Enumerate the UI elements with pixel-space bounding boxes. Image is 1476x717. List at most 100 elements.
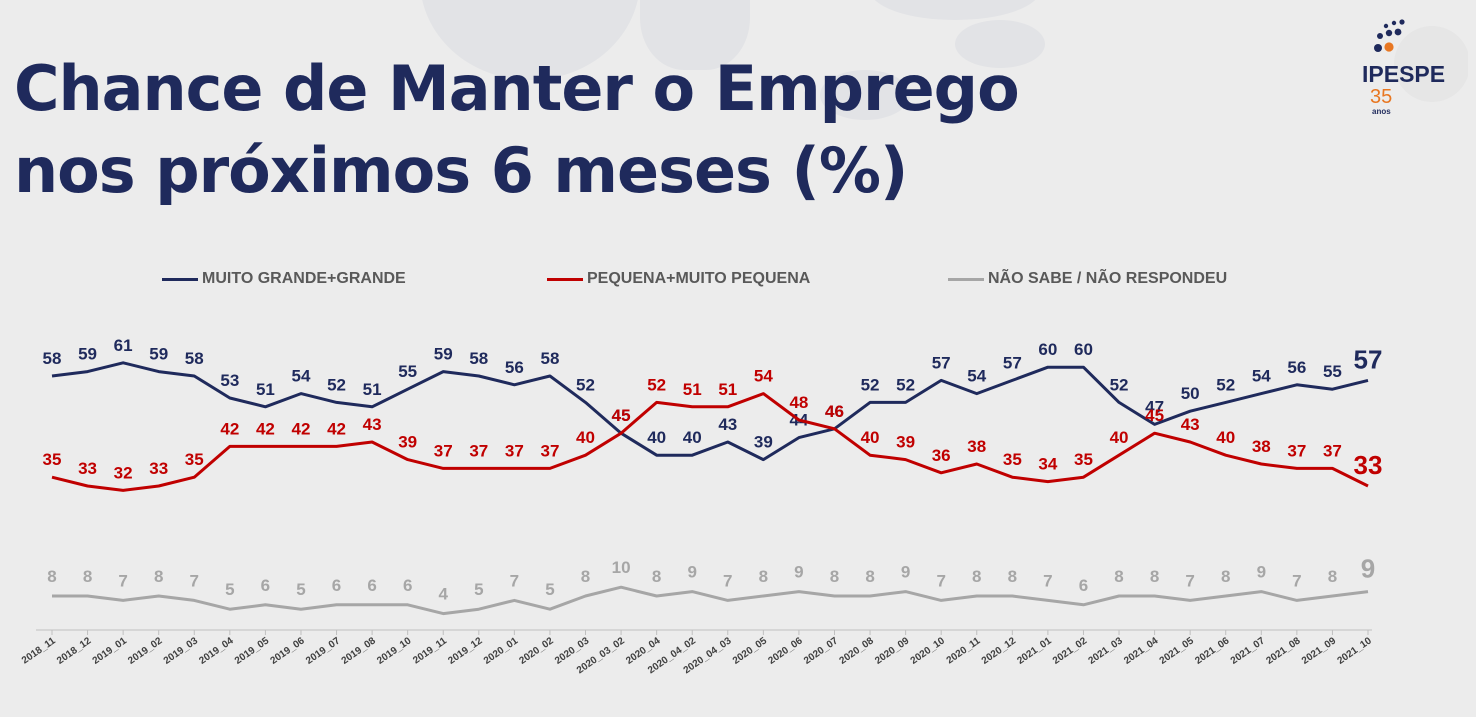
x-tick-label: 2020_12 bbox=[980, 635, 1019, 667]
data-label: 45 bbox=[612, 406, 631, 425]
x-tick-label: 2019_02 bbox=[126, 635, 165, 667]
x-tick-label: 2019_08 bbox=[340, 635, 379, 667]
data-label: 50 bbox=[1181, 384, 1200, 403]
data-label: 55 bbox=[398, 362, 417, 381]
data-label: 54 bbox=[1252, 367, 1271, 386]
data-label: 8 bbox=[759, 567, 768, 586]
data-label: 51 bbox=[718, 380, 737, 399]
data-label: 54 bbox=[292, 367, 311, 386]
x-tick-label: 2021_07 bbox=[1229, 635, 1268, 667]
ipespe-logo: IPESPE 35 anos bbox=[1362, 19, 1468, 116]
line-chart: 2018_112018_122019_012019_022019_032019_… bbox=[20, 336, 1383, 677]
background-shape bbox=[870, 0, 1040, 20]
data-label: 52 bbox=[327, 375, 346, 394]
data-label: 8 bbox=[1328, 567, 1337, 586]
data-label: 9 bbox=[794, 563, 803, 582]
data-label: 40 bbox=[647, 428, 666, 447]
x-tick-label: 2021_04 bbox=[1122, 635, 1161, 667]
data-label: 47 bbox=[1145, 397, 1164, 416]
data-label: 40 bbox=[1110, 428, 1129, 447]
x-tick-label: 2019_05 bbox=[233, 635, 272, 667]
data-label: 56 bbox=[505, 358, 524, 377]
x-tick-label: 2019_01 bbox=[91, 635, 130, 667]
x-tick-label: 2021_06 bbox=[1193, 635, 1232, 667]
data-label: 58 bbox=[43, 349, 62, 368]
data-label: 8 bbox=[652, 567, 661, 586]
data-label: 38 bbox=[967, 437, 986, 456]
data-label: 6 bbox=[367, 576, 376, 595]
data-label: 9 bbox=[1361, 554, 1375, 584]
data-label: 7 bbox=[190, 571, 199, 590]
data-label: 8 bbox=[83, 567, 92, 586]
x-tick-label: 2020_06 bbox=[766, 635, 805, 667]
data-label: 58 bbox=[469, 349, 488, 368]
data-label: 40 bbox=[683, 428, 702, 447]
data-label: 6 bbox=[261, 576, 270, 595]
legend-label: MUITO GRANDE+GRANDE bbox=[202, 270, 406, 287]
data-label: 9 bbox=[687, 563, 696, 582]
data-label: 34 bbox=[1038, 455, 1057, 474]
data-label: 57 bbox=[1354, 344, 1383, 374]
x-tick-label: 2021_05 bbox=[1158, 635, 1197, 667]
data-label: 37 bbox=[505, 441, 524, 460]
data-label: 9 bbox=[901, 563, 910, 582]
data-label: 33 bbox=[78, 459, 97, 478]
legend-swatch bbox=[547, 277, 583, 281]
title-line-1: Chance de Manter o Emprego bbox=[14, 52, 1020, 125]
legend-item-nao-sabe: NÃO SABE / NÃO RESPONDEU bbox=[948, 270, 1227, 288]
data-label: 35 bbox=[43, 450, 62, 469]
data-label: 54 bbox=[967, 367, 986, 386]
data-label: 61 bbox=[114, 336, 133, 355]
logo-text: IPESPE bbox=[1362, 61, 1445, 87]
data-label: 42 bbox=[256, 419, 275, 438]
legend-swatch bbox=[948, 277, 984, 281]
data-label: 42 bbox=[327, 419, 346, 438]
data-label: 40 bbox=[1216, 428, 1235, 447]
data-label: 7 bbox=[118, 571, 127, 590]
data-label: 6 bbox=[332, 576, 341, 595]
legend-item-muito-grande: MUITO GRANDE+GRANDE bbox=[162, 270, 406, 288]
data-label: 5 bbox=[474, 580, 483, 599]
data-label: 39 bbox=[398, 433, 417, 452]
data-label: 10 bbox=[612, 558, 631, 577]
data-label: 33 bbox=[149, 459, 168, 478]
x-tick-label: 2020_02 bbox=[517, 635, 556, 667]
data-label: 8 bbox=[1221, 567, 1230, 586]
data-label: 52 bbox=[861, 375, 880, 394]
data-label: 32 bbox=[114, 463, 133, 482]
data-label: 43 bbox=[1181, 415, 1200, 434]
data-label: 8 bbox=[1114, 567, 1123, 586]
data-label: 60 bbox=[1038, 340, 1057, 359]
data-label: 36 bbox=[932, 446, 951, 465]
title-line-2: nos próximos 6 meses (%) bbox=[14, 134, 908, 207]
data-label: 46 bbox=[825, 402, 844, 421]
data-label: 58 bbox=[185, 349, 204, 368]
data-label: 5 bbox=[296, 580, 305, 599]
data-label: 35 bbox=[185, 450, 204, 469]
data-label: 40 bbox=[576, 428, 595, 447]
chart-legend: MUITO GRANDE+GRANDE PEQUENA+MUITO PEQUEN… bbox=[0, 270, 1476, 296]
data-label: 33 bbox=[1354, 450, 1383, 480]
background-shape bbox=[955, 20, 1045, 68]
data-label: 7 bbox=[510, 571, 519, 590]
data-label: 5 bbox=[545, 580, 554, 599]
legend-label: NÃO SABE / NÃO RESPONDEU bbox=[988, 270, 1228, 287]
x-tick-label: 2019_11 bbox=[411, 635, 449, 666]
data-label: 37 bbox=[434, 441, 453, 460]
x-tick-label: 2020_08 bbox=[838, 635, 877, 667]
background-shape bbox=[820, 70, 910, 120]
data-label: 52 bbox=[576, 375, 595, 394]
data-label: 59 bbox=[78, 345, 97, 364]
data-label: 35 bbox=[1003, 450, 1022, 469]
x-tick-label: 2019_03 bbox=[162, 635, 201, 667]
data-label: 59 bbox=[149, 345, 168, 364]
x-tick-label: 2021_01 bbox=[1015, 635, 1054, 667]
data-label: 52 bbox=[1110, 375, 1129, 394]
x-tick-label: 2021_03 bbox=[1087, 635, 1126, 667]
data-label: 39 bbox=[754, 433, 773, 452]
x-tick-label: 2019_12 bbox=[446, 635, 485, 667]
logo-number: 35 bbox=[1370, 86, 1392, 108]
x-tick-label: 2019_06 bbox=[268, 635, 307, 667]
data-label: 7 bbox=[723, 571, 732, 590]
page-title: Chance de Manter o Emprego nos próximos … bbox=[14, 48, 1020, 212]
